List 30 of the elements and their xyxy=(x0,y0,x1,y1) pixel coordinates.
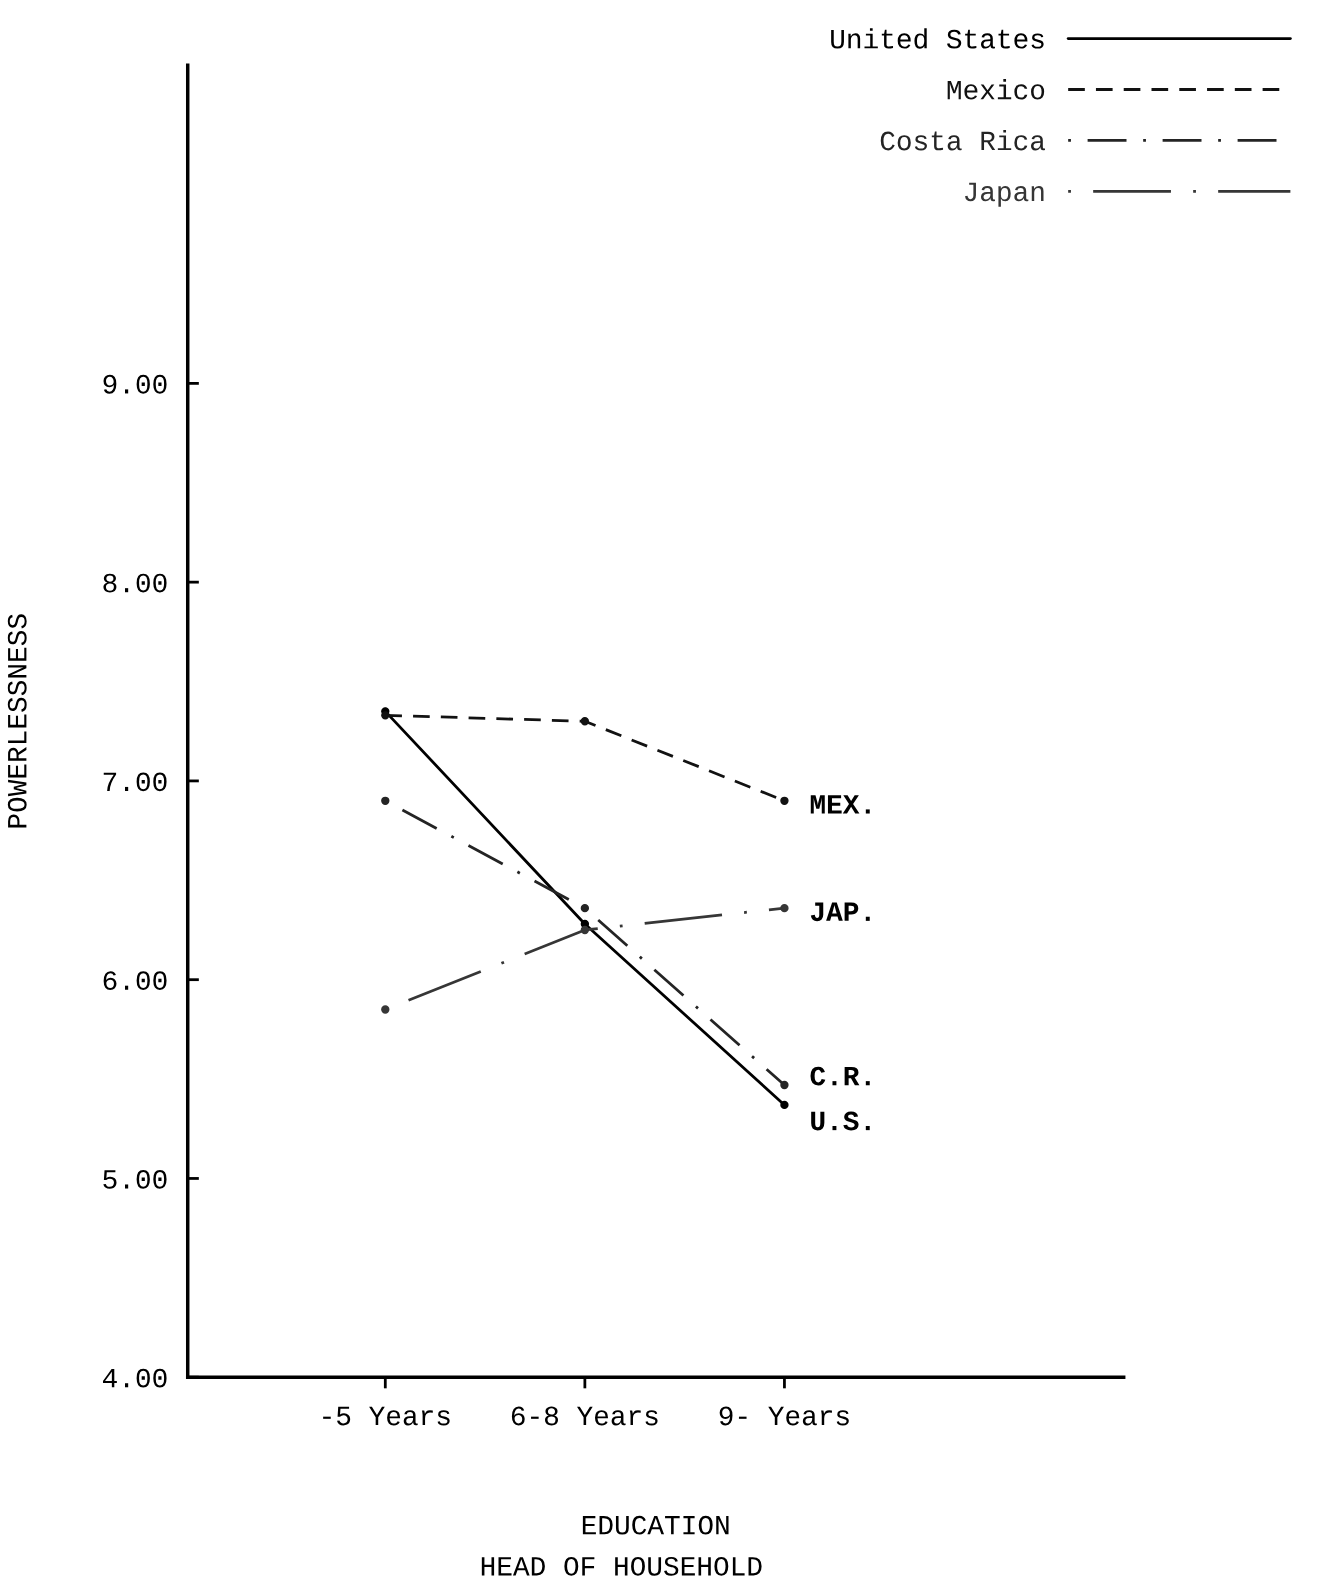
point xyxy=(780,903,789,913)
text: United States xyxy=(831,28,1044,49)
x-tick-label: -5 Years xyxy=(323,1406,450,1426)
text: HEAD OF HOUSEHOLD xyxy=(481,1556,762,1576)
y-axis-title: POWERLESSNESS xyxy=(7,614,27,828)
point xyxy=(780,1080,789,1090)
point xyxy=(780,796,789,805)
point xyxy=(580,903,590,913)
y-tick-label: 8.00 xyxy=(103,573,167,593)
annotation: JAP. xyxy=(810,902,870,922)
x-tick-label: 9- Years xyxy=(719,1406,849,1426)
y-tick-label: 9.00 xyxy=(103,374,167,394)
point xyxy=(580,925,590,935)
y-tick-label: 7.00 xyxy=(103,772,167,792)
y-tick-label: 5.00 xyxy=(103,1169,167,1189)
annotation: MEX. xyxy=(810,795,870,814)
point xyxy=(381,796,390,805)
annotation: C.R. xyxy=(810,1066,870,1086)
text: Japan xyxy=(964,182,1044,207)
annotation: U.S. xyxy=(811,1111,870,1131)
x-axis-title: EDUCATION xyxy=(582,1515,729,1535)
point xyxy=(780,1100,789,1110)
point xyxy=(381,1005,390,1014)
x-tick-label: 6-8 Years xyxy=(511,1406,658,1426)
y-tick-label: 4.00 xyxy=(102,1368,167,1388)
point xyxy=(381,711,390,720)
text: Mexico xyxy=(947,79,1045,100)
text: Costa Rica xyxy=(880,129,1045,151)
y-tick-label: 6.00 xyxy=(103,971,167,991)
point xyxy=(580,717,590,726)
